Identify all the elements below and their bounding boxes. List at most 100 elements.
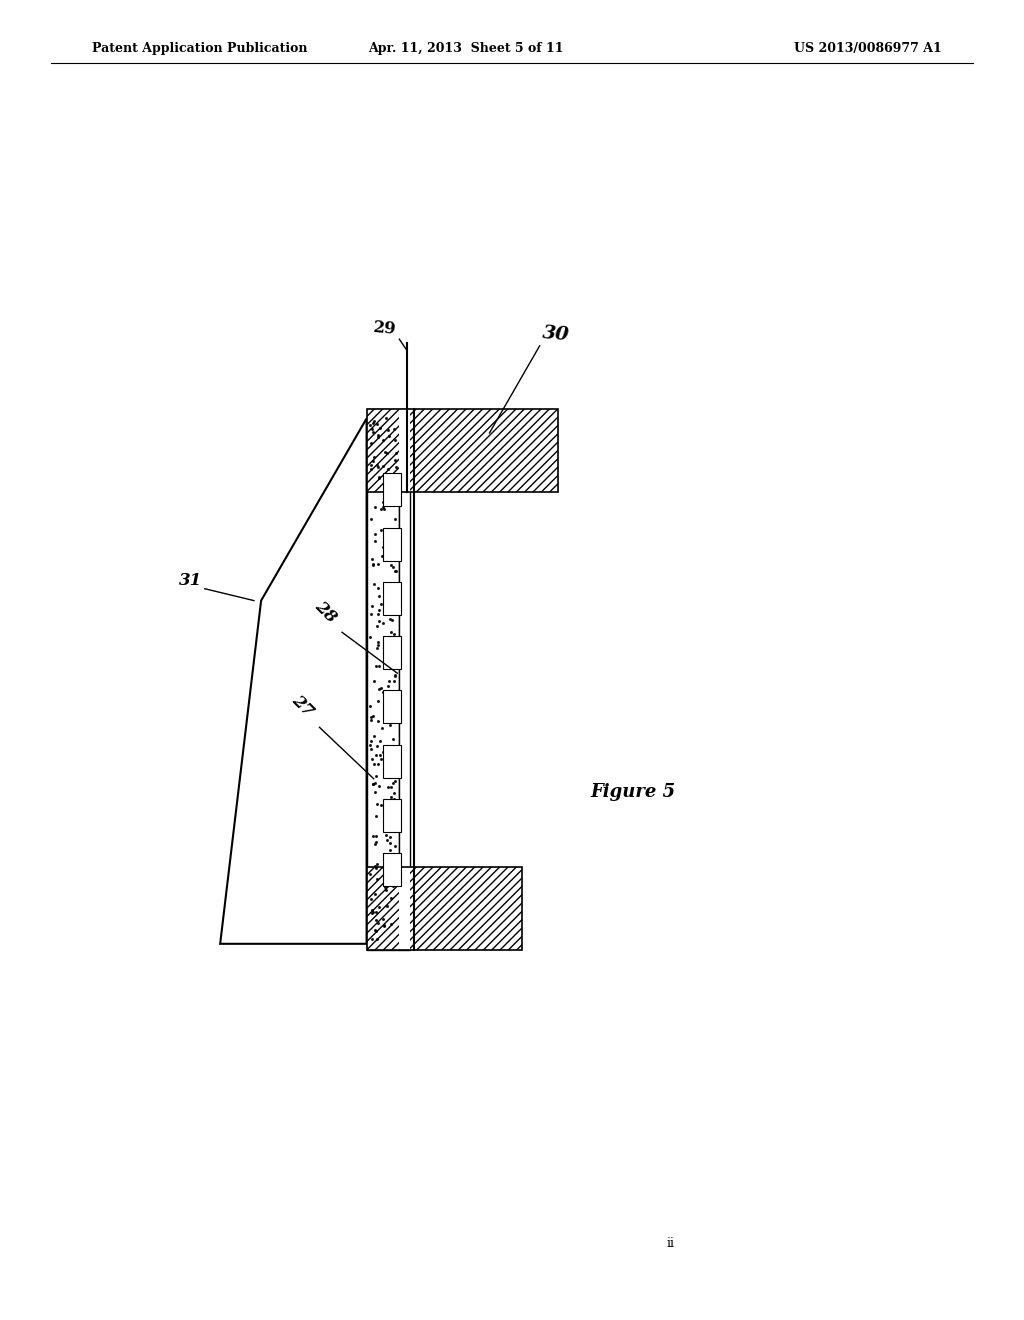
Point — [364, 595, 380, 616]
Point — [373, 678, 389, 700]
Point — [375, 681, 391, 702]
Point — [367, 531, 383, 552]
Point — [370, 577, 386, 598]
Point — [376, 812, 392, 833]
Point — [376, 499, 392, 520]
Point — [375, 496, 391, 517]
Point — [379, 829, 395, 850]
Point — [378, 744, 394, 766]
Point — [383, 787, 399, 808]
Point — [386, 700, 402, 721]
Point — [368, 744, 384, 766]
Point — [371, 585, 387, 606]
Point — [374, 545, 390, 566]
Point — [370, 710, 386, 731]
Point — [369, 793, 385, 814]
Point — [362, 738, 379, 759]
Point — [362, 694, 379, 715]
Point — [385, 573, 401, 594]
Point — [387, 450, 403, 471]
Point — [384, 479, 400, 500]
Point — [365, 413, 381, 434]
Polygon shape — [220, 418, 367, 944]
Point — [368, 805, 384, 826]
Point — [387, 665, 403, 686]
Point — [387, 561, 403, 582]
Point — [385, 772, 401, 793]
Point — [380, 851, 396, 873]
Point — [386, 738, 402, 759]
Point — [366, 671, 382, 692]
Point — [378, 752, 394, 774]
Point — [368, 920, 384, 941]
Point — [385, 801, 401, 822]
Point — [379, 692, 395, 713]
Point — [386, 418, 402, 440]
Point — [369, 655, 385, 676]
Bar — [367, 867, 399, 950]
Bar — [410, 867, 522, 950]
Point — [383, 887, 399, 908]
Point — [366, 726, 382, 747]
Point — [382, 826, 398, 847]
Point — [370, 635, 386, 656]
Bar — [367, 867, 522, 950]
Bar — [367, 409, 558, 492]
Point — [381, 671, 397, 692]
Point — [376, 916, 392, 937]
Point — [382, 535, 398, 556]
Point — [371, 896, 387, 917]
Point — [386, 788, 402, 809]
Point — [380, 676, 396, 697]
Point — [379, 442, 395, 463]
Point — [361, 863, 378, 884]
Point — [377, 442, 393, 463]
Point — [377, 876, 393, 898]
Point — [368, 524, 384, 545]
Point — [371, 656, 387, 677]
Point — [375, 429, 391, 450]
Point — [380, 746, 396, 767]
Point — [364, 710, 380, 731]
Point — [364, 459, 380, 480]
Point — [385, 602, 401, 623]
Point — [379, 686, 395, 708]
Point — [364, 455, 380, 477]
Point — [368, 766, 384, 787]
Point — [382, 609, 398, 630]
Point — [375, 909, 391, 931]
Point — [362, 603, 379, 624]
Bar — [410, 409, 558, 492]
Point — [366, 554, 382, 576]
Point — [364, 548, 380, 569]
Point — [373, 499, 389, 520]
Point — [381, 651, 397, 672]
Point — [368, 858, 384, 879]
Point — [362, 508, 379, 529]
Text: Apr. 11, 2013  Sheet 5 of 11: Apr. 11, 2013 Sheet 5 of 11 — [369, 42, 563, 55]
Point — [376, 913, 392, 935]
Point — [366, 446, 382, 467]
Point — [365, 902, 381, 923]
Point — [378, 816, 394, 837]
Point — [370, 424, 386, 445]
Point — [381, 709, 397, 730]
Point — [369, 928, 385, 949]
Point — [362, 888, 379, 909]
Point — [385, 755, 401, 776]
Point — [383, 622, 399, 643]
Bar — [367, 409, 399, 950]
Point — [369, 413, 385, 434]
Point — [367, 855, 383, 876]
Point — [383, 554, 399, 576]
Point — [370, 754, 386, 775]
Point — [361, 414, 378, 436]
Point — [382, 804, 398, 825]
Point — [370, 454, 386, 475]
Point — [367, 919, 383, 940]
Point — [369, 735, 385, 756]
Point — [367, 574, 383, 595]
Point — [378, 583, 394, 605]
Bar — [383, 528, 401, 561]
Bar — [383, 744, 401, 777]
